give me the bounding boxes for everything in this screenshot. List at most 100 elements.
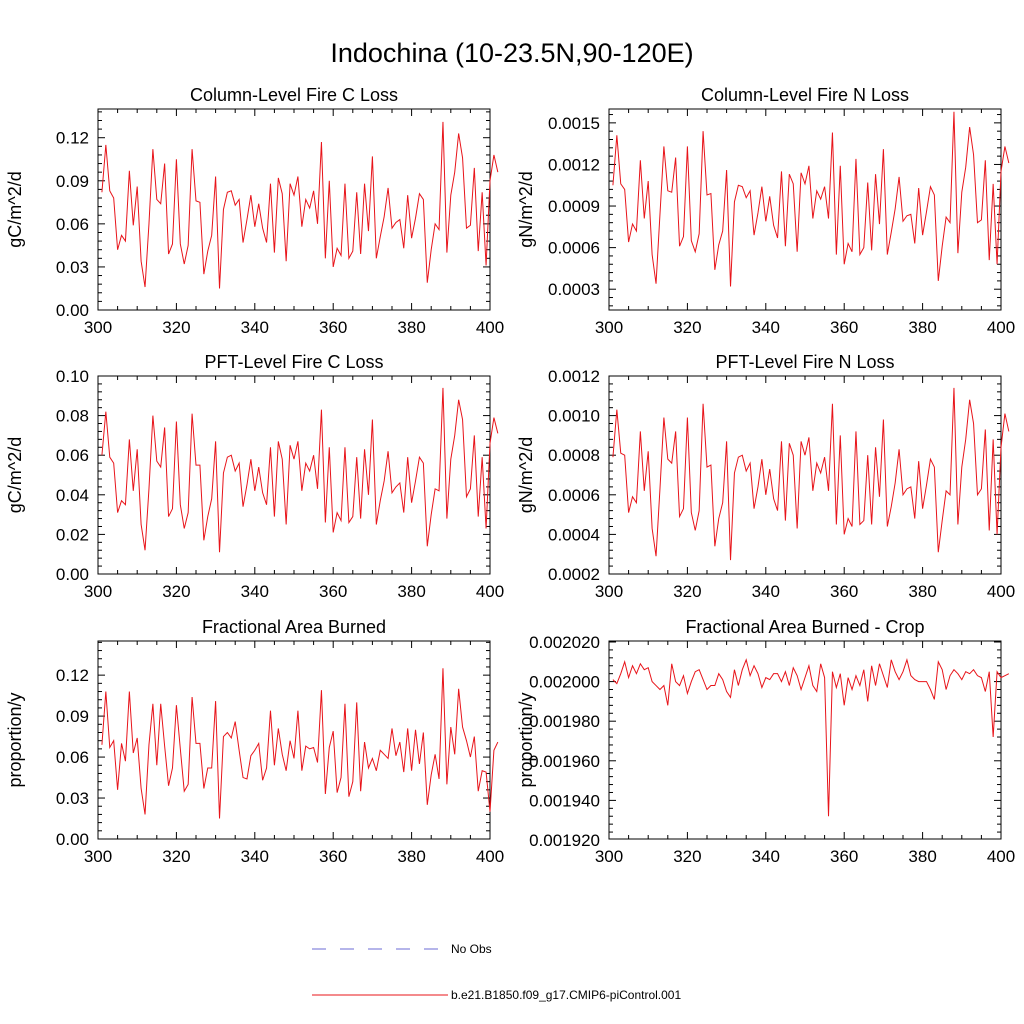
y-tick-label: 0.10 xyxy=(56,367,89,386)
panel-title: PFT-Level Fire N Loss xyxy=(715,352,894,372)
x-tick-label: 380 xyxy=(397,582,425,601)
x-tick-label: 300 xyxy=(595,582,623,601)
y-tick-label: 0.0004 xyxy=(548,525,600,544)
legend-model-label: b.e21.B1850.f09_g17.CMIP6-piControl.001 xyxy=(451,988,681,1002)
y-axis-label: proportion/y xyxy=(5,692,25,787)
x-tick-label: 380 xyxy=(908,318,936,337)
panel-4: PFT-Level Fire N Loss gN/m^2/d 300 320 340 36… xyxy=(516,352,1015,601)
x-tick-label: 400 xyxy=(476,318,504,337)
x-tick-label: 380 xyxy=(908,582,936,601)
x-tick-label: 380 xyxy=(397,318,425,337)
x-tick-label: 300 xyxy=(84,318,112,337)
x-tick-label: 300 xyxy=(595,847,623,866)
y-tick-label: 0.03 xyxy=(56,789,89,808)
panel-title: Column-Level Fire N Loss xyxy=(701,85,909,105)
y-tick-label: 0.002020 xyxy=(529,633,600,652)
series-line xyxy=(612,387,1010,561)
panel-title: Fractional Area Burned - Crop xyxy=(685,617,924,637)
y-tick-label: 0.0009 xyxy=(548,197,600,216)
legend-obs-label: No Obs xyxy=(451,942,492,956)
x-tick-label: 340 xyxy=(241,847,269,866)
plot-frame xyxy=(97,108,491,311)
x-tick-label: 380 xyxy=(397,847,425,866)
figure-title: Indochina (10-23.5N,90-120E) xyxy=(330,38,693,68)
x-tick-label: 360 xyxy=(830,847,858,866)
series-line xyxy=(612,111,1010,287)
panel-title: Fractional Area Burned xyxy=(202,617,386,637)
panel-1: Column-Level Fire C Loss gC/m^2/d 300 320 34… xyxy=(5,85,504,337)
legend: No Obs b.e21.B1850.f09_g17.CMIP6-piContr… xyxy=(312,942,681,1002)
y-tick-label: 0.0012 xyxy=(548,155,600,174)
y-tick-label: 0.06 xyxy=(56,215,89,234)
y-tick-label: 0.12 xyxy=(56,129,89,148)
x-tick-label: 320 xyxy=(673,318,701,337)
x-tick-label: 340 xyxy=(752,582,780,601)
y-tick-label: 0.0008 xyxy=(548,446,600,465)
x-tick-label: 320 xyxy=(162,582,190,601)
x-tick-label: 400 xyxy=(987,318,1015,337)
plot-frame xyxy=(97,375,491,575)
y-tick-label: 0.001960 xyxy=(529,752,600,771)
y-tick-label: 0.08 xyxy=(56,407,89,426)
y-tick-label: 0.002000 xyxy=(529,673,600,692)
plot-frame xyxy=(608,375,1002,575)
x-tick-label: 300 xyxy=(595,318,623,337)
x-tick-label: 380 xyxy=(908,847,936,866)
x-tick-label: 340 xyxy=(241,582,269,601)
plot-frame xyxy=(97,640,491,840)
x-tick-label: 320 xyxy=(673,847,701,866)
y-tick-label: 0.00 xyxy=(56,565,89,584)
y-tick-label: 0.001920 xyxy=(529,831,600,850)
x-tick-label: 360 xyxy=(319,847,347,866)
panel-3: PFT-Level Fire C Loss gC/m^2/d 300 320 340 36… xyxy=(5,352,504,601)
y-axis-label: gN/m^2/d xyxy=(516,171,536,247)
y-tick-label: 0.00 xyxy=(56,830,89,849)
y-tick-label: 0.0006 xyxy=(548,239,600,258)
panel-5: Fractional Area Burned proportion/y 300 320… xyxy=(5,617,504,866)
y-axis-label: gC/m^2/d xyxy=(5,437,25,513)
x-tick-label: 360 xyxy=(830,318,858,337)
x-tick-label: 400 xyxy=(987,582,1015,601)
y-axis-label: gC/m^2/d xyxy=(5,171,25,247)
x-tick-label: 400 xyxy=(476,582,504,601)
x-tick-label: 320 xyxy=(162,318,190,337)
x-tick-label: 340 xyxy=(752,318,780,337)
y-tick-label: 0.0006 xyxy=(548,486,600,505)
y-tick-label: 0.02 xyxy=(56,525,89,544)
y-tick-label: 0.06 xyxy=(56,446,89,465)
y-axis-label: gN/m^2/d xyxy=(516,437,536,513)
y-tick-label: 0.0002 xyxy=(548,565,600,584)
y-tick-label: 0.09 xyxy=(56,707,89,726)
x-tick-label: 300 xyxy=(84,847,112,866)
x-tick-label: 340 xyxy=(752,847,780,866)
y-tick-label: 0.0010 xyxy=(548,407,600,426)
y-tick-label: 0.12 xyxy=(56,666,89,685)
y-tick-label: 0.001940 xyxy=(529,791,600,810)
y-tick-label: 0.001980 xyxy=(529,712,600,731)
x-tick-label: 400 xyxy=(987,847,1015,866)
y-axis-label: proportion/y xyxy=(516,692,536,787)
panel-title: Column-Level Fire C Loss xyxy=(190,85,398,105)
x-tick-label: 340 xyxy=(241,318,269,337)
panel-title: PFT-Level Fire C Loss xyxy=(204,352,383,372)
y-tick-label: 0.0003 xyxy=(548,280,600,299)
plot-frame xyxy=(608,108,1002,311)
panel-6: Fractional Area Burned - Crop proportion/… xyxy=(516,617,1015,866)
series-line xyxy=(101,387,499,553)
x-tick-label: 400 xyxy=(476,847,504,866)
y-tick-label: 0.0012 xyxy=(548,367,600,386)
y-tick-label: 0.03 xyxy=(56,258,89,277)
x-tick-label: 360 xyxy=(830,582,858,601)
y-tick-label: 0.06 xyxy=(56,748,89,767)
x-tick-label: 300 xyxy=(84,582,112,601)
x-tick-label: 360 xyxy=(319,582,347,601)
series-line xyxy=(612,658,1010,817)
x-tick-label: 320 xyxy=(162,847,190,866)
panels: Column-Level Fire C Loss gC/m^2/d 300 320 34… xyxy=(5,85,1015,866)
x-tick-label: 360 xyxy=(319,318,347,337)
y-tick-label: 0.00 xyxy=(56,301,89,320)
series-line xyxy=(101,121,499,289)
y-tick-label: 0.04 xyxy=(56,486,89,505)
series-line xyxy=(101,668,499,819)
